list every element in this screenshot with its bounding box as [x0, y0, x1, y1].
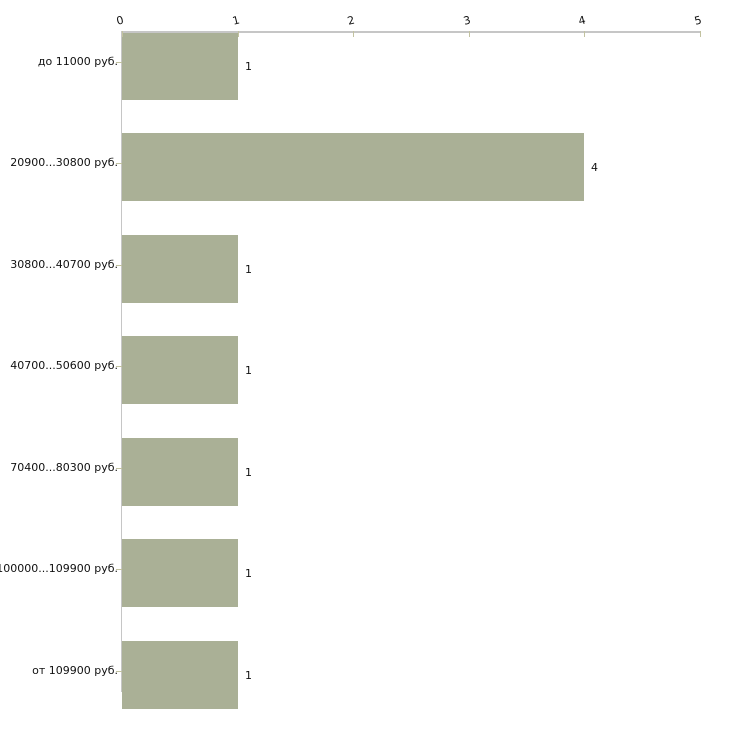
y-tick-mark [116, 264, 122, 266]
category-label: 100000...109900 руб. [0, 562, 118, 575]
x-tick-mark [468, 31, 470, 37]
category-label: от 109900 руб. [32, 663, 118, 677]
category-label: 20900...30800 руб. [10, 156, 118, 169]
x-axis-line [121, 31, 701, 33]
bar-value-label: 1 [245, 364, 252, 377]
y-axis-line [121, 31, 122, 692]
x-tick-mark [584, 31, 586, 37]
bar-value-label: 1 [245, 59, 252, 73]
y-tick-mark [116, 569, 122, 570]
bar [122, 336, 238, 404]
category-label: до 11000 руб. [37, 54, 118, 68]
bar-value-label: 1 [245, 465, 252, 479]
x-tick-label: 4 [577, 13, 588, 28]
x-tick-mark [353, 31, 355, 37]
y-tick-mark [116, 467, 122, 469]
bar [122, 539, 238, 607]
x-tick-mark [237, 31, 239, 37]
y-tick-mark [116, 670, 122, 672]
bar-value-label: 4 [591, 161, 598, 174]
x-tick-label: 2 [346, 13, 357, 28]
x-tick-label: 3 [461, 13, 472, 28]
bar-value-label: 1 [245, 567, 252, 580]
category-label: 40700...50600 руб. [10, 359, 118, 372]
x-tick-label: 1 [230, 13, 241, 28]
y-tick-mark [116, 366, 122, 367]
bar [122, 640, 238, 709]
category-label: 70400...80300 руб. [10, 460, 118, 474]
y-tick-mark [116, 61, 122, 63]
x-tick-mark [700, 31, 701, 37]
bar [122, 133, 584, 201]
bar-value-label: 1 [245, 668, 252, 682]
bar [122, 234, 238, 303]
bar [122, 31, 238, 100]
bar [122, 437, 238, 506]
x-tick-label: 0 [115, 13, 126, 28]
x-tick-mark [122, 31, 123, 37]
bar-value-label: 1 [245, 262, 252, 276]
category-label: 30800...40700 руб. [10, 257, 118, 271]
x-tick-label: 5 [693, 13, 704, 28]
y-tick-mark [116, 163, 122, 164]
